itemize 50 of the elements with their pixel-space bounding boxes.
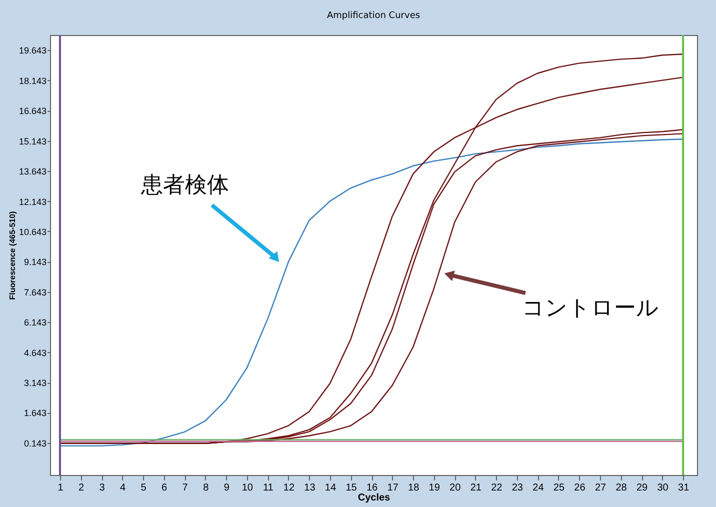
y-tick-label: 3.143 (24, 378, 46, 388)
x-tick-label: 4 (120, 482, 126, 494)
y-tick-label: 1.643 (24, 408, 46, 418)
x-tick-label: 24 (532, 482, 544, 494)
x-tick-label: 10 (242, 482, 254, 494)
y-tick-label: 6.143 (24, 318, 46, 328)
x-tick-label: 22 (491, 482, 503, 494)
x-tick-label: 25 (553, 482, 565, 494)
x-tick-label: 9 (224, 482, 230, 494)
annotation: 患者検体 (140, 173, 229, 198)
y-tick-label: 9.143 (24, 257, 46, 268)
chart-title: Amplification Curves (326, 11, 420, 21)
x-tick-label: 5 (140, 482, 147, 494)
y-axis-title: Fluorescence (465-510) (8, 210, 17, 300)
x-tick-label: 13 (304, 482, 316, 494)
x-axis-title: Cycles (358, 492, 391, 504)
x-tick-label: 16 (366, 482, 378, 494)
x-tick-label: 17 (387, 482, 399, 494)
x-tick-label: 2 (78, 482, 84, 494)
x-tick-label: 30 (657, 482, 669, 494)
x-tick-label: 14 (324, 482, 336, 494)
y-tick-label: 18.143 (18, 76, 46, 86)
x-tick-label: 3 (99, 482, 106, 494)
x-tick-label: 8 (203, 482, 210, 494)
y-tick-label: 7.643 (24, 287, 46, 298)
y-tick-label: 0.143 (24, 438, 46, 448)
x-tick-label: 19 (428, 482, 440, 494)
x-tick-label: 12 (283, 482, 295, 494)
x-tick-label: 28 (616, 482, 628, 494)
x-tick-label: 20 (450, 482, 462, 494)
y-tick-label: 15.143 (18, 136, 46, 146)
x-tick-label: 26 (574, 482, 586, 494)
x-tick-label: 18 (408, 482, 420, 494)
x-tick-label: 21 (470, 482, 482, 494)
x-tick-label: 1 (58, 482, 64, 494)
x-tick-label: 29 (636, 482, 648, 494)
x-tick-label: 11 (262, 482, 274, 494)
x-tick-label: 7 (182, 482, 188, 494)
x-tick-label: 15 (346, 482, 358, 494)
x-tick-label: 27 (594, 482, 606, 494)
x-tick-label: 6 (162, 482, 168, 494)
y-tick-label: 19.643 (18, 46, 46, 56)
y-tick-label: 16.643 (18, 106, 46, 116)
y-tick-label: 13.643 (18, 166, 46, 177)
y-tick-label: 12.143 (18, 196, 46, 207)
annotation: コントロール (522, 296, 659, 322)
x-tick-label: 23 (512, 482, 524, 494)
x-tick-label: 31 (678, 482, 690, 494)
y-tick-label: 10.643 (18, 226, 46, 237)
y-tick-label: 4.643 (24, 348, 46, 358)
